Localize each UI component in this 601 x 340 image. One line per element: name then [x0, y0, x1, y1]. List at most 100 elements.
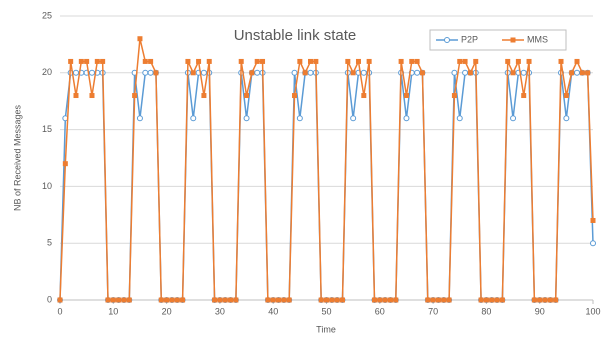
point	[78, 58, 84, 64]
point	[142, 69, 149, 76]
point	[233, 297, 239, 303]
x-tick-label: 60	[375, 306, 385, 316]
point	[403, 115, 410, 122]
point	[558, 58, 564, 64]
point	[334, 297, 340, 303]
point	[579, 70, 585, 76]
point	[355, 58, 361, 64]
x-tick-label: 40	[268, 306, 278, 316]
point	[339, 297, 345, 303]
point	[243, 115, 250, 122]
legend-marker	[510, 37, 516, 43]
point	[425, 297, 431, 303]
x-tick-label: 90	[535, 306, 545, 316]
point	[324, 297, 329, 303]
point	[569, 70, 575, 76]
point	[430, 297, 436, 303]
point	[457, 58, 463, 64]
point	[515, 58, 521, 64]
point	[435, 297, 441, 303]
point	[526, 58, 532, 64]
point	[505, 58, 511, 64]
point	[132, 93, 138, 99]
point	[403, 93, 409, 99]
point	[462, 69, 469, 76]
point	[419, 70, 425, 76]
point	[88, 69, 95, 76]
point	[537, 297, 543, 303]
point	[89, 93, 95, 99]
point	[200, 69, 207, 76]
point	[547, 297, 553, 303]
point	[563, 115, 570, 122]
point	[553, 297, 559, 303]
point	[281, 297, 287, 303]
point	[57, 297, 63, 303]
point	[387, 297, 393, 303]
point	[68, 58, 74, 64]
legend-box	[429, 29, 567, 51]
point	[585, 70, 591, 76]
chart-title: Unstable link state	[234, 27, 357, 44]
point	[574, 58, 580, 64]
point	[169, 297, 175, 303]
x-tick-label: 30	[215, 306, 225, 316]
x-tick-label: 100	[585, 306, 600, 316]
point	[478, 297, 484, 303]
point	[590, 240, 596, 247]
legend-marker	[444, 37, 450, 43]
point	[148, 58, 154, 64]
point	[260, 58, 266, 64]
point	[121, 297, 127, 303]
point	[222, 297, 228, 303]
point	[212, 297, 218, 303]
point	[238, 58, 244, 64]
point	[377, 297, 383, 303]
point	[318, 297, 324, 303]
point	[371, 297, 377, 303]
point	[105, 297, 111, 303]
y-tick-label: 10	[42, 181, 52, 191]
point	[360, 69, 367, 76]
point	[164, 297, 170, 303]
legend-label: MMS	[527, 34, 548, 44]
x-axis-label: Time	[316, 324, 336, 334]
point	[313, 58, 319, 64]
x-tick-label: 10	[108, 306, 118, 316]
point	[494, 297, 500, 303]
x-tick-label: 70	[428, 306, 438, 316]
point	[414, 69, 421, 76]
point	[531, 297, 537, 303]
point	[590, 217, 596, 223]
point	[185, 58, 191, 64]
point	[292, 93, 298, 99]
point	[270, 297, 276, 303]
point	[398, 58, 404, 64]
point	[147, 69, 154, 76]
point	[190, 115, 197, 122]
legend-label: P2P	[461, 34, 478, 44]
point	[265, 297, 271, 303]
point	[414, 58, 420, 64]
point	[329, 297, 335, 303]
point	[126, 297, 132, 303]
point	[137, 36, 143, 42]
point	[142, 58, 148, 64]
point	[456, 115, 463, 122]
point	[206, 58, 212, 64]
point	[473, 58, 479, 64]
point	[100, 58, 106, 64]
point	[451, 69, 458, 76]
point	[520, 69, 527, 76]
point	[451, 93, 457, 99]
point	[116, 297, 122, 303]
point	[190, 70, 196, 76]
point	[345, 58, 351, 64]
point	[574, 69, 581, 76]
point	[382, 297, 388, 303]
point	[441, 297, 447, 303]
point	[244, 93, 250, 99]
point	[366, 58, 372, 64]
point	[196, 58, 202, 64]
